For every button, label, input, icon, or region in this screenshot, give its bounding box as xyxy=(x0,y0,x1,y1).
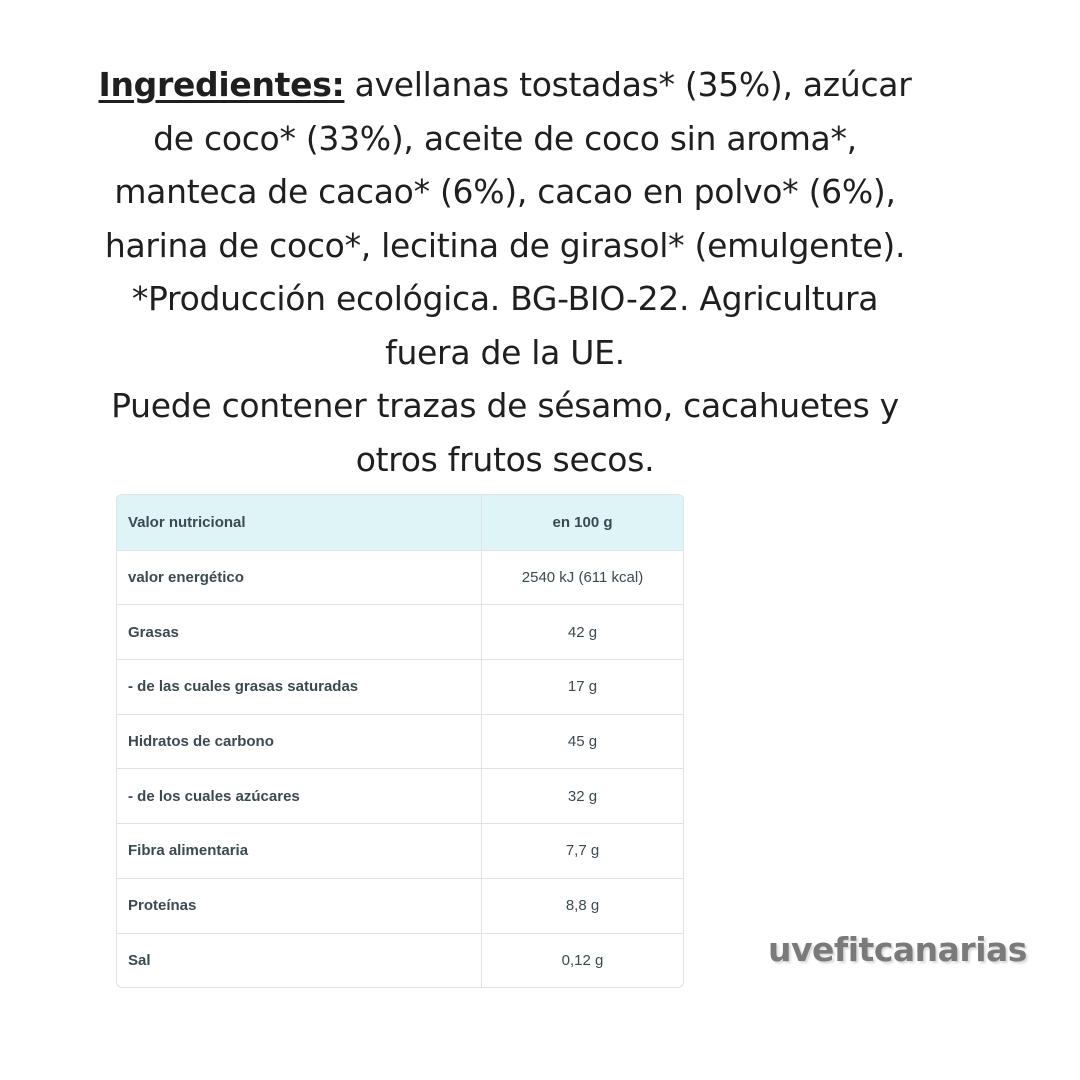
table-row: Hidratos de carbono 45 g xyxy=(117,713,683,769)
row-label: Grasas xyxy=(117,605,482,660)
row-label: Fibra alimentaria xyxy=(117,824,482,878)
table-row: Proteínas 8,8 g xyxy=(117,877,683,933)
row-value: 7,7 g xyxy=(565,842,600,860)
header-value: en 100 g xyxy=(552,513,613,531)
brand-watermark: uvefitcanarias xyxy=(768,930,1027,969)
allergen-note: Puede contener trazas de sésamo, cacahue… xyxy=(111,386,899,425)
row-value: 0,12 g xyxy=(561,951,604,969)
row-value: 32 g xyxy=(567,787,598,805)
organic-note: fuera de la UE. xyxy=(385,332,625,372)
row-value: 17 g xyxy=(567,678,598,696)
table-row: valor energético 2540 kJ (611 kcal) xyxy=(117,549,683,605)
row-label: - de los cuales azúcares xyxy=(117,769,482,824)
organic-note: *Producción ecológica. BG-BIO-22. Agricu… xyxy=(131,279,879,318)
ingredients-text: Ingredientes: avellanas tostadas* (35%),… xyxy=(40,58,970,486)
nutrition-table: Valor nutricional en 100 g valor energét… xyxy=(116,494,684,989)
table-row: - de las cuales grasas saturadas 17 g xyxy=(117,659,683,714)
ingredients-line: Ingredientes: avellanas tostadas* (35%),… xyxy=(40,58,970,112)
row-label: Proteínas xyxy=(117,878,482,933)
table-header: Valor nutricional en 100 g xyxy=(117,495,683,550)
ingredients-line: de coco* (33%), aceite de coco sin aroma… xyxy=(153,118,857,158)
row-value: 45 g xyxy=(567,733,598,751)
header-label: Valor nutricional xyxy=(117,495,482,550)
row-label: Sal xyxy=(117,933,482,988)
row-value: 2540 kJ (611 kcal) xyxy=(521,569,644,587)
allergen-note: otros frutos secos. xyxy=(355,439,655,479)
row-value: 42 g xyxy=(567,623,598,641)
row-value: 8,8 g xyxy=(565,897,600,915)
row-label: valor energético xyxy=(117,550,482,605)
ingredients-line: harina de coco*, lecitina de girasol* (e… xyxy=(104,225,906,265)
ingredients-line: manteca de cacao* (6%), cacao en polvo* … xyxy=(114,172,896,211)
table-row: - de los cuales azúcares 32 g xyxy=(117,768,683,824)
table-row: Sal 0,12 g xyxy=(117,932,683,988)
ingredients-line-text: avellanas tostadas* (35%), azúcar xyxy=(344,65,912,104)
ingredients-label: Ingredientes: xyxy=(98,65,345,104)
row-label: Hidratos de carbono xyxy=(117,714,482,769)
table-row: Grasas 42 g xyxy=(117,604,683,660)
row-label: - de las cuales grasas saturadas xyxy=(117,660,482,714)
table-row: Fibra alimentaria 7,7 g xyxy=(117,823,683,878)
